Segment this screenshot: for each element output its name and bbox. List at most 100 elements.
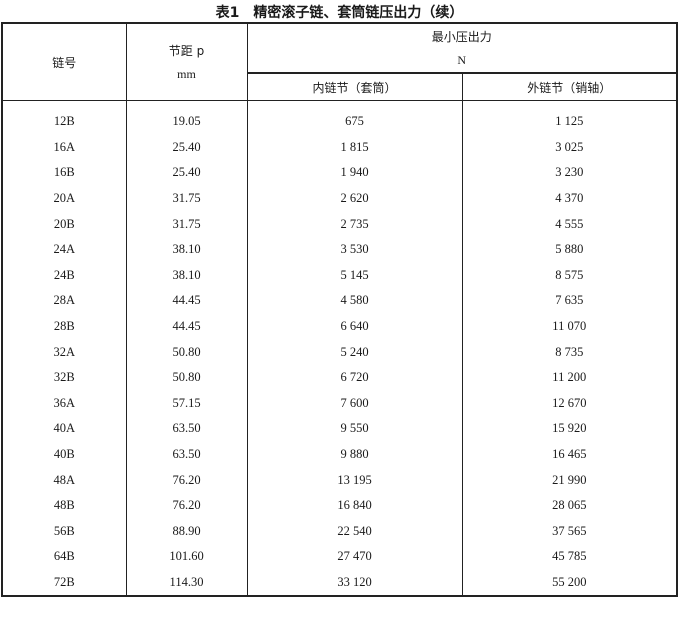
cell-chain-no: 28A	[1, 288, 127, 314]
cell-outer-force: 28 065	[461, 492, 678, 519]
cell-pitch: 19.05	[125, 100, 248, 135]
table-row: 56B 88.90 22 540 37 565	[1, 518, 678, 545]
cell-chain-no: 20B	[1, 211, 127, 237]
cell-inner-force: 5 145	[246, 262, 463, 289]
table-row: 48B 76.20 16 840 28 065	[1, 492, 678, 519]
cell-inner-force: 13 195	[246, 467, 463, 493]
table-row: 24B 38.10 5 145 8 575	[1, 262, 678, 289]
cell-outer-force: 8 735	[461, 339, 678, 365]
table-row: 16A 25.40 1 815 3 025	[1, 134, 678, 161]
cell-inner-force: 9 550	[246, 416, 463, 442]
cell-pitch: 88.90	[125, 518, 248, 545]
table-row: 48A 76.20 13 195 21 990	[1, 467, 678, 493]
table-row: 40B 63.50 9 880 16 465	[1, 441, 678, 468]
cell-inner-force: 1 815	[246, 134, 463, 161]
cell-outer-force: 37 565	[461, 518, 678, 545]
cell-outer-force: 15 920	[461, 416, 678, 442]
table-row: 72B 114.30 33 120 55 200	[1, 569, 678, 598]
pitch-unit: mm	[177, 67, 196, 81]
cell-outer-force: 11 070	[461, 313, 678, 340]
cell-outer-force: 3 025	[461, 134, 678, 161]
cell-chain-no: 64B	[1, 544, 127, 570]
cell-chain-no: 24A	[1, 236, 127, 263]
cell-inner-force: 27 470	[246, 544, 463, 570]
cell-chain-no: 48B	[1, 492, 127, 519]
cell-chain-no: 12B	[1, 100, 127, 135]
cell-outer-force: 12 670	[461, 390, 678, 417]
cell-pitch: 76.20	[125, 492, 248, 519]
header-inner: 内链节（套筒）	[246, 72, 463, 101]
table-row: 32A 50.80 5 240 8 735	[1, 339, 678, 365]
cell-outer-force: 4 370	[461, 185, 678, 212]
cell-inner-force: 9 880	[246, 441, 463, 468]
cell-outer-force: 1 125	[461, 100, 678, 135]
cell-pitch: 101.60	[125, 544, 248, 570]
cell-chain-no: 48A	[1, 467, 127, 493]
table-row: 28B 44.45 6 640 11 070	[1, 313, 678, 340]
cell-inner-force: 33 120	[246, 569, 463, 598]
cell-pitch: 50.80	[125, 364, 248, 391]
header-pitch: 节距 p mm	[125, 22, 248, 101]
cell-chain-no: 36A	[1, 390, 127, 417]
cell-outer-force: 8 575	[461, 262, 678, 289]
cell-pitch: 63.50	[125, 441, 248, 468]
cell-chain-no: 56B	[1, 518, 127, 545]
table-row: 12B 19.05 675 1 125	[1, 100, 678, 135]
cell-inner-force: 7 600	[246, 390, 463, 417]
cell-chain-no: 16A	[1, 134, 127, 161]
cell-pitch: 63.50	[125, 416, 248, 442]
table-title: 表1 精密滚子链、套筒链压出力（续）	[215, 5, 464, 21]
cell-chain-no: 40B	[1, 441, 127, 468]
cell-outer-force: 55 200	[461, 569, 678, 598]
header-outer: 外链节（销轴）	[461, 72, 678, 101]
table-row: 20A 31.75 2 620 4 370	[1, 185, 678, 212]
cell-inner-force: 4 580	[246, 288, 463, 314]
cell-inner-force: 22 540	[246, 518, 463, 545]
table-row: 64B 101.60 27 470 45 785	[1, 544, 678, 570]
table-row: 28A 44.45 4 580 7 635	[1, 288, 678, 314]
cell-outer-force: 16 465	[461, 441, 678, 468]
cell-inner-force: 16 840	[246, 492, 463, 519]
cell-inner-force: 675	[246, 100, 463, 135]
cell-pitch: 25.40	[125, 160, 248, 186]
cell-pitch: 50.80	[125, 339, 248, 365]
cell-pitch: 31.75	[125, 211, 248, 237]
cell-inner-force: 5 240	[246, 339, 463, 365]
cell-inner-force: 3 530	[246, 236, 463, 263]
cell-chain-no: 40A	[1, 416, 127, 442]
table-row: 36A 57.15 7 600 12 670	[1, 390, 678, 417]
table-row: 24A 38.10 3 530 5 880	[1, 236, 678, 263]
cell-outer-force: 11 200	[461, 364, 678, 391]
cell-outer-force: 7 635	[461, 288, 678, 314]
cell-chain-no: 32A	[1, 339, 127, 365]
header-chain-no: 链号	[1, 22, 127, 101]
table-row: 40A 63.50 9 550 15 920	[1, 416, 678, 442]
pitch-label: 节距 p	[168, 44, 205, 58]
cell-outer-force: 4 555	[461, 211, 678, 237]
cell-chain-no: 72B	[1, 569, 127, 598]
cell-pitch: 44.45	[125, 288, 248, 314]
cell-inner-force: 2 620	[246, 185, 463, 212]
cell-outer-force: 5 880	[461, 236, 678, 263]
table-row: 16B 25.40 1 940 3 230	[1, 160, 678, 186]
cell-pitch: 114.30	[125, 569, 248, 598]
cell-chain-no: 16B	[1, 160, 127, 186]
force-label: 最小压出力	[431, 30, 492, 44]
cell-inner-force: 2 735	[246, 211, 463, 237]
cell-chain-no: 28B	[1, 313, 127, 340]
table-row: 20B 31.75 2 735 4 555	[1, 211, 678, 237]
cell-outer-force: 21 990	[461, 467, 678, 493]
table-row: 32B 50.80 6 720 11 200	[1, 364, 678, 391]
cell-outer-force: 45 785	[461, 544, 678, 570]
cell-inner-force: 6 640	[246, 313, 463, 340]
cell-chain-no: 20A	[1, 185, 127, 212]
header-force: 最小压出力 N	[246, 22, 678, 74]
push-out-force-table: 链号 节距 p mm 最小压出力 N 内链节（套筒） 外链节（销轴） 12B 19.0…	[1, 22, 678, 598]
cell-inner-force: 1 940	[246, 160, 463, 186]
cell-inner-force: 6 720	[246, 364, 463, 391]
force-unit: N	[457, 53, 467, 67]
cell-pitch: 38.10	[125, 236, 248, 263]
cell-pitch: 44.45	[125, 313, 248, 340]
cell-pitch: 31.75	[125, 185, 248, 212]
cell-pitch: 57.15	[125, 390, 248, 417]
